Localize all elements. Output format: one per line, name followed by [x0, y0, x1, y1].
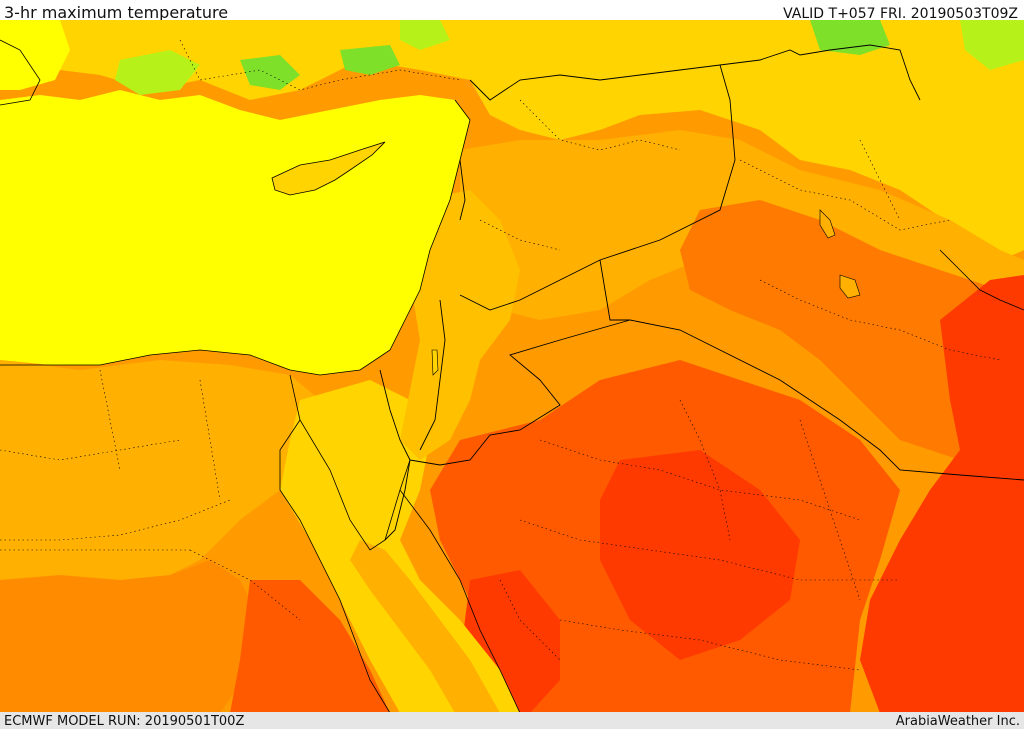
sinai-gold	[280, 380, 520, 713]
iraq-dark-orange	[680, 200, 1024, 460]
valid-time-label: VALID T+057 FRI. 20190503T09Z	[783, 6, 1018, 22]
footer-bar	[0, 712, 1024, 729]
model-run-label: ECMWF MODEL RUN: 20190501T00Z	[4, 714, 245, 729]
levant-amber	[400, 190, 520, 460]
credit-label: ArabiaWeather Inc.	[895, 714, 1020, 729]
egypt-amber	[0, 360, 320, 590]
green-patch-2	[240, 55, 300, 90]
coastlines	[0, 39, 1024, 713]
east-red-zone	[860, 275, 1024, 713]
egypt-south-orange	[0, 560, 260, 713]
green-patch-5	[810, 20, 890, 55]
map-title: 3-hr maximum temperature	[4, 3, 229, 22]
admin-borders	[0, 39, 1001, 671]
iraq-lake-1	[819, 209, 836, 239]
green-patch-1	[115, 50, 200, 95]
cyprus	[271, 141, 386, 196]
green-patch-6	[960, 20, 1024, 70]
green-patch-4	[400, 20, 450, 50]
temperature-map[interactable]	[0, 20, 1024, 713]
iraq-lake-2	[839, 274, 861, 299]
saudi-red-patch	[600, 450, 800, 660]
dead-sea	[431, 349, 439, 376]
red-sea	[350, 540, 500, 713]
red-sea-coast-red	[230, 580, 390, 713]
green-patch-3	[340, 45, 400, 75]
country-borders	[379, 44, 1024, 541]
temperature-map-svg	[0, 20, 1024, 713]
aegean-yellow	[0, 20, 70, 90]
